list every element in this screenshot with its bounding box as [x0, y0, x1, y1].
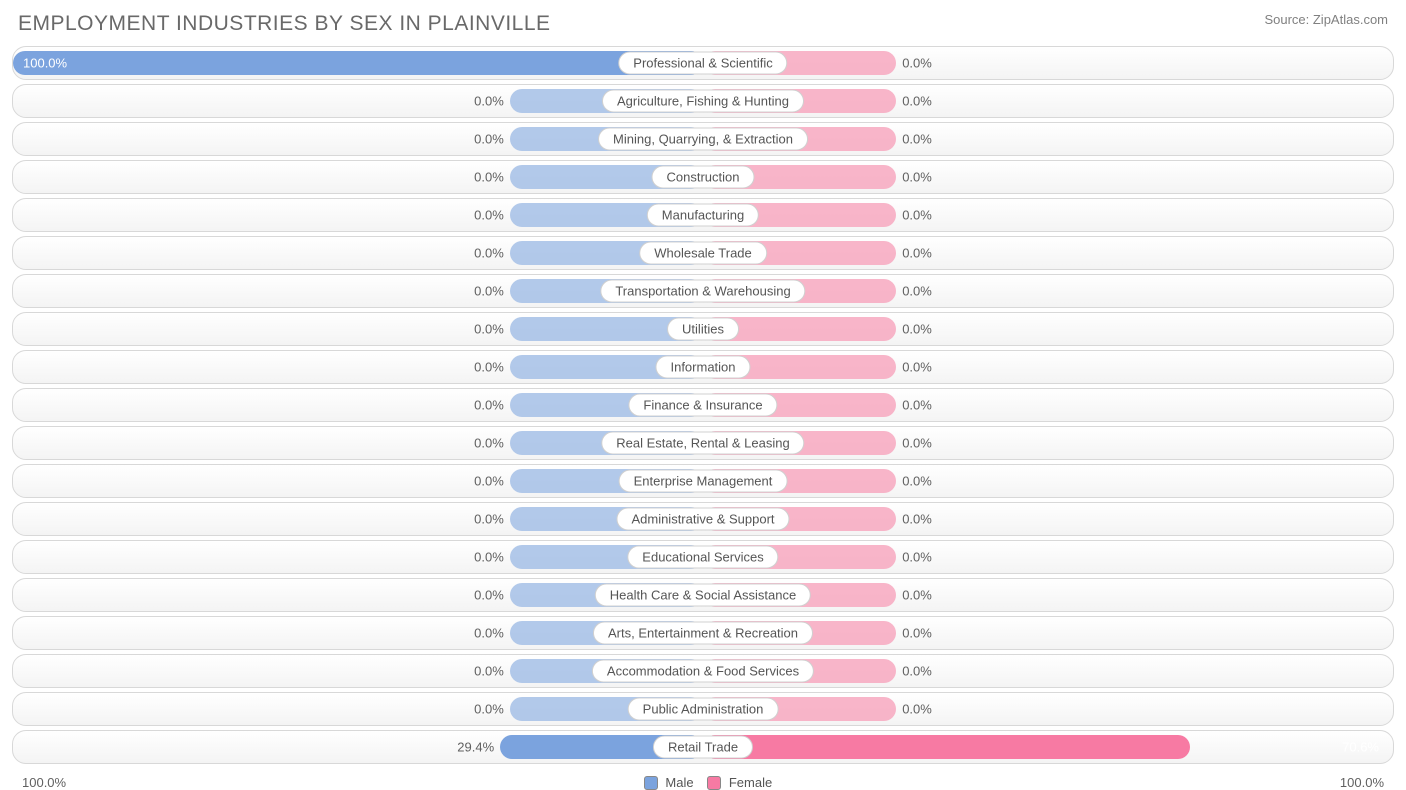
female-value-label: 0.0%: [902, 322, 932, 337]
legend-label-male: Male: [665, 775, 693, 790]
chart-row: 0.0% 0.0% Agriculture, Fishing & Hunting: [12, 84, 1394, 118]
chart-row: 0.0% 0.0% Educational Services: [12, 540, 1394, 574]
chart-row: 0.0% 0.0% Construction: [12, 160, 1394, 194]
female-value-label: 0.0%: [902, 56, 932, 71]
diverging-bar-chart: 100.0%0.0%Professional & Scientific0.0%0…: [12, 46, 1394, 764]
chart-row: 0.0% 0.0% Transportation & Warehousing: [12, 274, 1394, 308]
male-value-label: 0.0%: [474, 436, 504, 451]
male-value-label: 0.0%: [474, 398, 504, 413]
male-value-label: 0.0%: [474, 626, 504, 641]
female-value-label: 0.0%: [902, 436, 932, 451]
legend-swatch-female: [707, 776, 721, 790]
female-value-label: 0.0%: [902, 702, 932, 717]
male-value-label: 0.0%: [474, 360, 504, 375]
female-value-label: 0.0%: [902, 170, 932, 185]
male-value-label: 0.0%: [474, 702, 504, 717]
male-value-label: 0.0%: [474, 246, 504, 261]
female-value-label: 0.0%: [902, 664, 932, 679]
female-value-label: 0.0%: [902, 626, 932, 641]
chart-row: 0.0% 0.0% Manufacturing: [12, 198, 1394, 232]
female-value-label: 0.0%: [902, 398, 932, 413]
chart-footer: 100.0% Male Female 100.0%: [12, 768, 1394, 790]
chart-header: EMPLOYMENT INDUSTRIES BY SEX IN PLAINVIL…: [12, 8, 1394, 46]
male-value-label: 0.0%: [474, 664, 504, 679]
male-value-label: 0.0%: [474, 474, 504, 489]
chart-row: 0.0% 0.0% Health Care & Social Assistance: [12, 578, 1394, 612]
axis-left-label: 100.0%: [22, 775, 66, 790]
chart-source: Source: ZipAtlas.com: [1264, 12, 1388, 27]
female-value-label: 0.0%: [902, 132, 932, 147]
chart-row: 0.0% 0.0% Administrative & Support: [12, 502, 1394, 536]
male-value-label: 29.4%: [457, 740, 494, 755]
legend-label-female: Female: [729, 775, 772, 790]
female-value-label: 0.0%: [902, 588, 932, 603]
category-label: Enterprise Management: [619, 470, 788, 493]
chart-row: 0.0% 0.0% Wholesale Trade: [12, 236, 1394, 270]
category-label: Utilities: [667, 318, 739, 341]
category-label: Retail Trade: [653, 736, 753, 759]
category-label: Finance & Insurance: [628, 394, 777, 417]
axis-right-label: 100.0%: [1340, 775, 1384, 790]
male-value-label: 0.0%: [474, 550, 504, 565]
chart-row: 0.0% 0.0% Utilities: [12, 312, 1394, 346]
category-label: Information: [655, 356, 750, 379]
category-label: Transportation & Warehousing: [600, 280, 805, 303]
chart-row: 0.0% 0.0% Arts, Entertainment & Recreation: [12, 616, 1394, 650]
chart-row: 0.0% 0.0% Real Estate, Rental & Leasing: [12, 426, 1394, 460]
category-label: Arts, Entertainment & Recreation: [593, 622, 813, 645]
chart-row: 29.4% 70.6% Retail Trade: [12, 730, 1394, 764]
category-label: Construction: [652, 166, 755, 189]
female-value-label: 0.0%: [902, 550, 932, 565]
male-value-label: 0.0%: [474, 284, 504, 299]
male-value-label: 0.0%: [474, 322, 504, 337]
female-value-label: 0.0%: [902, 284, 932, 299]
chart-row: 0.0% 0.0% Public Administration: [12, 692, 1394, 726]
male-value-label: 0.0%: [474, 170, 504, 185]
chart-row: 0.0% 0.0% Accommodation & Food Services: [12, 654, 1394, 688]
chart-row: 0.0% 0.0% Information: [12, 350, 1394, 384]
chart-row: 100.0% 0.0% Professional & Scientific: [12, 46, 1394, 80]
category-label: Administrative & Support: [616, 508, 789, 531]
female-value-label: 70.6%: [1342, 740, 1379, 755]
male-value-label: 100.0%: [23, 56, 67, 71]
category-label: Health Care & Social Assistance: [595, 584, 811, 607]
female-value-label: 0.0%: [902, 474, 932, 489]
category-label: Real Estate, Rental & Leasing: [601, 432, 804, 455]
category-label: Professional & Scientific: [618, 52, 787, 75]
male-value-label: 0.0%: [474, 94, 504, 109]
category-label: Accommodation & Food Services: [592, 660, 814, 683]
legend-swatch-male: [644, 776, 658, 790]
chart-row: 0.0% 0.0% Finance & Insurance: [12, 388, 1394, 422]
female-value-label: 0.0%: [902, 512, 932, 527]
female-value-label: 0.0%: [902, 208, 932, 223]
male-value-label: 0.0%: [474, 512, 504, 527]
category-label: Educational Services: [627, 546, 778, 569]
female-value-label: 0.0%: [902, 246, 932, 261]
category-label: Mining, Quarrying, & Extraction: [598, 128, 808, 151]
legend: Male Female: [66, 774, 1340, 790]
female-value-label: 0.0%: [902, 360, 932, 375]
male-value-label: 0.0%: [474, 588, 504, 603]
chart-title: EMPLOYMENT INDUSTRIES BY SEX IN PLAINVIL…: [18, 12, 551, 36]
category-label: Public Administration: [628, 698, 779, 721]
category-label: Wholesale Trade: [639, 242, 767, 265]
category-label: Agriculture, Fishing & Hunting: [602, 90, 804, 113]
male-value-label: 0.0%: [474, 208, 504, 223]
chart-row: 0.0% 0.0% Enterprise Management: [12, 464, 1394, 498]
female-bar: [703, 735, 1190, 759]
female-value-label: 0.0%: [902, 94, 932, 109]
chart-row: 0.0% 0.0% Mining, Quarrying, & Extraction: [12, 122, 1394, 156]
male-value-label: 0.0%: [474, 132, 504, 147]
category-label: Manufacturing: [647, 204, 759, 227]
male-bar: [13, 51, 703, 75]
